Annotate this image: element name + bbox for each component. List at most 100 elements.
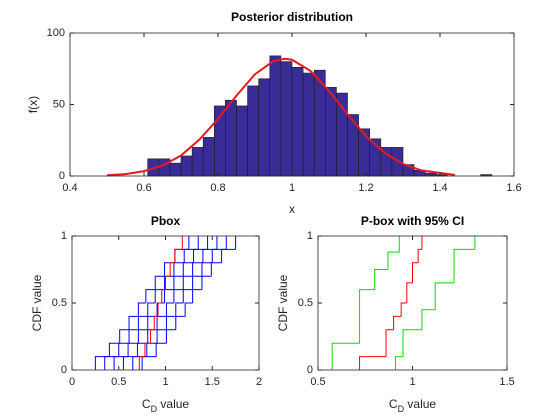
cdf-step	[137, 315, 148, 330]
x-tick-label: 2	[256, 376, 262, 388]
cdf-step	[147, 302, 156, 317]
histogram-bar	[302, 72, 315, 177]
x-tick-label: 1	[409, 376, 415, 388]
cdf-step	[128, 315, 139, 330]
histogram-bar	[269, 55, 282, 177]
histogram-bar	[169, 162, 182, 177]
chart-title: Pbox	[151, 214, 181, 228]
chart-title: Posterior distribution	[231, 10, 353, 24]
y-tick-label: 0	[59, 170, 65, 182]
x-axis-label-part: value	[404, 397, 436, 411]
x-axis-label: CD value	[389, 397, 437, 414]
cdf-step	[175, 302, 184, 317]
cdf-step	[406, 282, 413, 303]
cdf-step	[173, 289, 184, 303]
cdf-step	[175, 315, 186, 330]
x-tick-label: 1	[162, 376, 168, 388]
cdf-step	[192, 275, 202, 290]
cdf-step	[165, 329, 176, 344]
cdf-step	[108, 342, 120, 357]
y-tick-label: 0.5	[52, 297, 67, 309]
cdf-step	[184, 302, 193, 317]
cdf-step	[453, 248, 475, 283]
cdf-step	[210, 262, 222, 277]
axes-background	[318, 236, 507, 370]
cdf-step	[136, 342, 148, 357]
cdf-step	[374, 269, 388, 290]
y-tick-label: 0	[61, 364, 67, 376]
histogram-bar	[191, 147, 204, 177]
histogram-bar	[180, 155, 193, 177]
cdf-step	[138, 356, 145, 370]
cdf-step	[150, 329, 155, 344]
cdf-step	[359, 356, 387, 370]
axes-background	[72, 236, 259, 370]
cdf-step	[182, 289, 193, 303]
histogram-bar	[324, 87, 337, 177]
cdf-step	[165, 302, 174, 317]
x-tick-label: 0.5	[310, 376, 325, 388]
histogram-bar	[202, 137, 215, 177]
cdf-step	[402, 329, 422, 357]
histogram-bar	[258, 78, 271, 177]
cdf-step	[145, 289, 156, 303]
cdf-step	[155, 342, 167, 357]
cdf-step	[118, 342, 130, 357]
cdf-step	[412, 262, 419, 283]
y-tick-label: 0	[307, 364, 313, 376]
cdf-step	[156, 329, 167, 344]
cdf-step	[154, 275, 165, 290]
cdf-step	[393, 315, 402, 330]
y-tick-label: 1	[307, 230, 313, 242]
cdf-step	[153, 315, 159, 330]
histogram-bar	[424, 172, 437, 177]
cdf-step	[421, 309, 436, 330]
chart-title: P-box with 95% CI	[361, 214, 464, 228]
cdf-step	[434, 282, 455, 310]
y-tick-label: 0.5	[298, 297, 313, 309]
cdf-step	[169, 262, 175, 277]
histogram-bar	[336, 92, 348, 177]
x-tick-label: 1.4	[432, 182, 447, 194]
cdf-step	[164, 275, 174, 290]
y-tick-label: 50	[53, 98, 65, 110]
x-tick-label: 1.5	[205, 376, 220, 388]
x-axis-label-part: D	[398, 404, 405, 414]
histogram-bar	[236, 105, 248, 177]
cdf-step	[137, 302, 146, 317]
x-axis-label-part: C	[142, 397, 151, 411]
x-tick-label: 0.8	[210, 182, 225, 194]
cdf-step	[119, 329, 130, 344]
cdf-step	[394, 356, 404, 370]
x-axis-label: x	[289, 202, 295, 216]
fit-curve	[106, 57, 455, 177]
x-tick-label: 0	[69, 376, 75, 388]
cdf-step	[128, 329, 139, 344]
cdf-step	[201, 275, 212, 290]
cdf-step	[359, 289, 375, 344]
x-axis-label-part: D	[151, 404, 158, 414]
cdf-step	[201, 262, 213, 277]
cdf-step	[127, 342, 139, 357]
cdf-step	[182, 275, 193, 290]
cdf-step	[157, 302, 162, 317]
histogram-bar	[247, 85, 260, 177]
histogram-bar	[291, 67, 304, 177]
x-axis-label-part: C	[389, 397, 398, 411]
x-tick-label: 1.6	[506, 182, 521, 194]
histogram-bar	[280, 61, 293, 177]
y-axis-label: CDF value	[30, 274, 44, 331]
cdf-step	[417, 248, 422, 263]
x-tick-label: 1	[289, 182, 295, 194]
cdf-step	[173, 275, 184, 290]
histogram-bar	[347, 114, 359, 177]
cdf-step	[144, 342, 151, 357]
y-tick-label: 100	[47, 27, 65, 39]
cdf-step	[174, 248, 183, 263]
cdf-step	[221, 248, 236, 263]
x-tick-label: 1.2	[358, 182, 373, 194]
cdf-step	[331, 342, 360, 370]
y-tick-label: 1	[61, 230, 67, 242]
cdf-step	[192, 262, 203, 277]
